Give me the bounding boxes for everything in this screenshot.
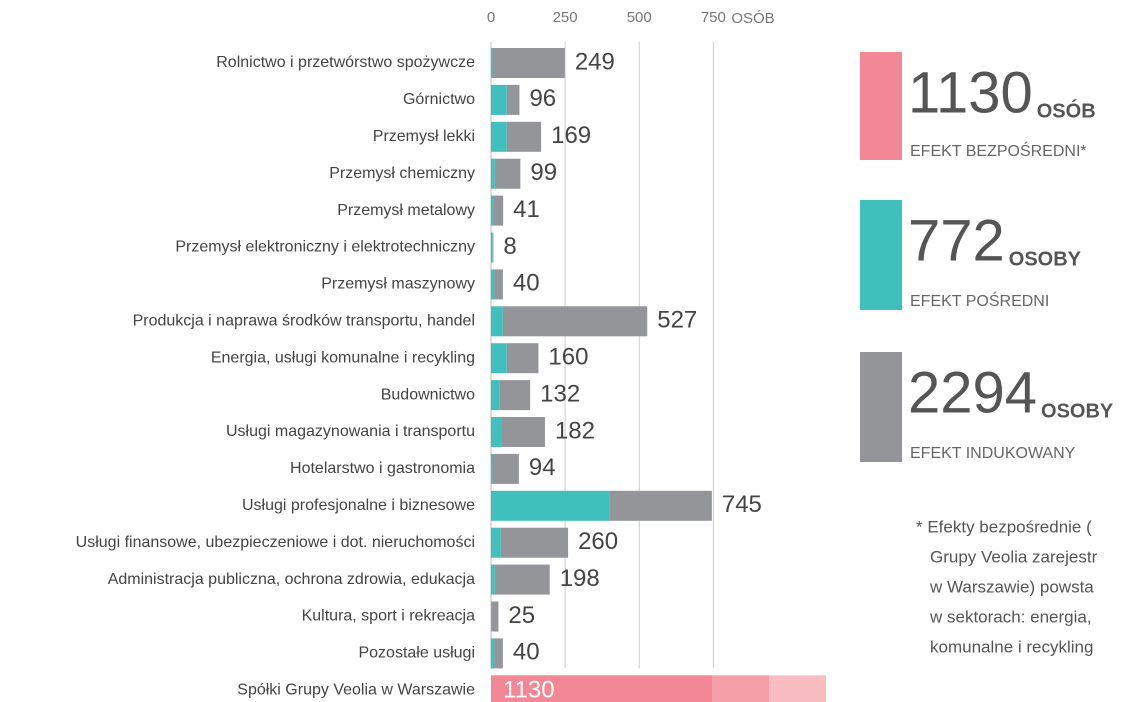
x-tick-label: 750 (701, 9, 726, 26)
category-label: Administracja publiczna, ochrona zdrowia… (108, 571, 475, 588)
legend-total: 1130 (908, 60, 1033, 125)
bar-segment (492, 232, 494, 263)
total-label: 745 (722, 491, 762, 518)
bar-segment (491, 232, 493, 263)
legend-total: 772 (908, 208, 1005, 273)
category-label: Przemysł maszynowy (321, 276, 475, 293)
plot (491, 48, 826, 702)
legend-unit: OSOBY (1041, 400, 1114, 422)
total-label: 249 (575, 48, 615, 75)
category-label: Budownictwo (381, 386, 475, 403)
bar-segment (501, 417, 545, 447)
legend-unit: OSÓB (1037, 98, 1096, 122)
category-label: Przemysł chemiczny (329, 165, 475, 182)
bar-segment (491, 343, 507, 374)
footnote-line: w Warszawie) powsta (929, 577, 1094, 596)
total-label: 160 (548, 344, 588, 371)
bar-segment (491, 601, 499, 632)
legend-swatch (860, 52, 902, 160)
total-label: 25 (508, 602, 535, 629)
bar-segment (491, 269, 495, 300)
total-label: 99 (530, 159, 557, 186)
bar-segment (491, 195, 494, 226)
bar-segment (491, 380, 500, 411)
category-label: Przemysł metalowy (337, 202, 475, 219)
bar-segment (491, 48, 493, 78)
total-label: 40 (513, 270, 540, 297)
category-label: Przemysł elektroniczny i elektrotechnicz… (175, 239, 475, 256)
total-label: 198 (560, 565, 600, 592)
bar-segment (491, 121, 507, 152)
bar-segment (491, 675, 826, 702)
total-label: 96 (529, 85, 556, 112)
bar-segment (492, 48, 565, 78)
category-label: Usługi magazynowania i transportu (226, 423, 475, 440)
bar-segment (494, 638, 503, 669)
total-label: 132 (540, 380, 580, 407)
footnote-line: * Efekty bezpośrednie ( (916, 517, 1092, 536)
category-label: Spółki Grupy Veolia w Warszawie (237, 682, 475, 699)
category-label: Rolnictwo i przetwórstwo spożywcze (216, 54, 475, 71)
bar-segment (491, 306, 503, 337)
legend-name: EFEKT POŚREDNI (910, 291, 1049, 310)
footnote-line: Grupy Veolia zarejestr (930, 547, 1098, 566)
bar-segment (491, 417, 502, 447)
legend-unit: OSOBY (1009, 248, 1082, 270)
bar-segment (491, 527, 501, 558)
bar-segment (491, 84, 507, 115)
total-label: 41 (513, 196, 540, 223)
total-label: 40 (513, 639, 540, 666)
footnote-line: w sektorach: energia, (929, 607, 1092, 626)
bar-segment (491, 490, 610, 521)
category-label: Energia, usługi komunalne i recykling (211, 349, 475, 366)
total-label: 527 (657, 307, 697, 334)
bar-segment (493, 195, 504, 226)
legend-name: EFEKT BEZPOŚREDNI* (910, 141, 1087, 160)
category-label: Kultura, sport i rekreacja (302, 608, 476, 625)
total-label: 8 (503, 233, 516, 260)
footnote-line: komunalne i recykling (930, 637, 1093, 656)
bar-segment (494, 158, 521, 189)
total-label: 182 (555, 417, 595, 444)
bar-segment (506, 84, 520, 115)
bar-segment (494, 564, 550, 595)
bar-segment (491, 638, 495, 669)
category-label: Usługi profesjonalne i biznesowe (242, 497, 475, 514)
bar-segment (499, 380, 531, 411)
total-label: 94 (529, 454, 556, 481)
bar-segment (491, 564, 495, 595)
total-label: 260 (578, 528, 618, 555)
legend-swatch (860, 352, 902, 462)
bar-segment (491, 601, 492, 632)
total-label: 1130 (503, 677, 555, 702)
category-label: Pozostałe usługi (358, 645, 475, 662)
bar-segment (506, 343, 539, 374)
category-label: Usługi finansowe, ubezpieczeniowe i dot.… (76, 534, 475, 551)
bar-segment (492, 453, 519, 484)
bar-segment (491, 158, 495, 189)
bar-segment (494, 269, 503, 300)
category-label: Hotelarstwo i gastronomia (290, 460, 475, 477)
category-label: Przemysł lekki (373, 128, 475, 145)
x-axis-title: OSÓB (731, 10, 774, 27)
legend-swatch (860, 200, 902, 310)
bar-segment (500, 527, 569, 558)
x-tick-label: 500 (627, 9, 652, 26)
bar-segment (609, 490, 712, 521)
total-label: 169 (551, 122, 591, 149)
bar-segment (491, 453, 493, 484)
category-label: Produkcja i naprawa środków transportu, … (133, 313, 475, 330)
legend-total: 2294 (908, 360, 1037, 425)
category-label: Górnictwo (403, 91, 475, 108)
bar-segment (506, 121, 542, 152)
x-tick-label: 250 (553, 9, 578, 26)
legend-name: EFEKT INDUKOWANY (910, 445, 1076, 462)
x-tick-label: 0 (487, 9, 495, 26)
bar-segment (502, 306, 648, 337)
